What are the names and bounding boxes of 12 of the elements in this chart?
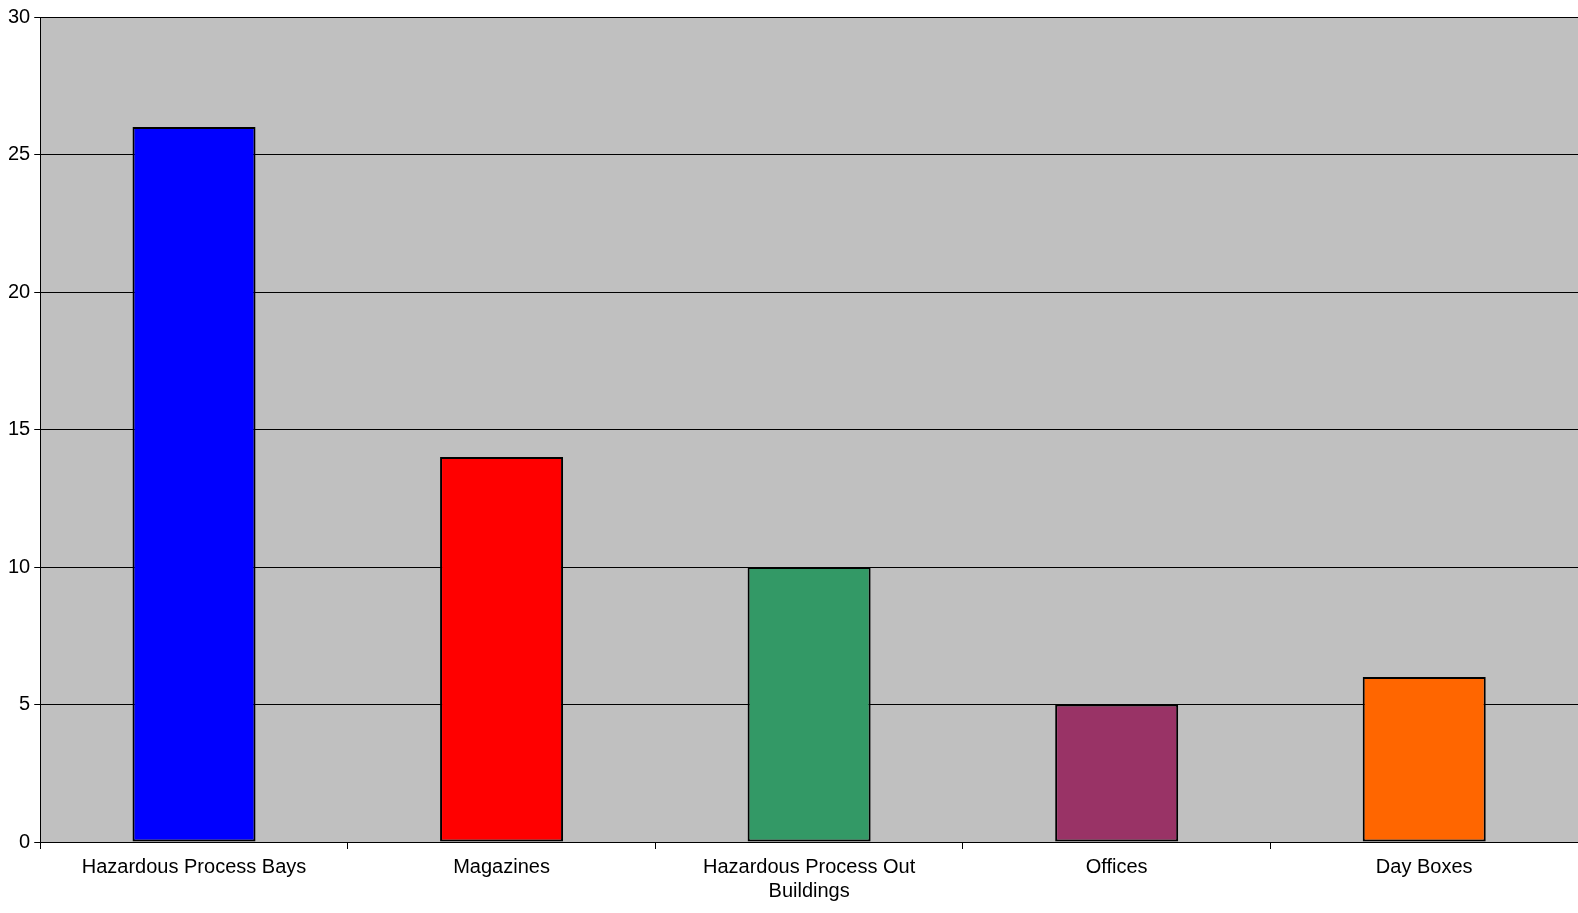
y-tick-label: 0 xyxy=(19,829,31,852)
y-tick-label: 10 xyxy=(8,554,31,577)
x-tick-label: Hazardous Process Out Buildings xyxy=(702,854,916,901)
x-tick-label: Offices xyxy=(1085,854,1148,877)
y-tick-label: 15 xyxy=(8,417,31,440)
y-tick-label: 25 xyxy=(8,142,31,165)
x-tick-label: Magazines xyxy=(453,854,550,877)
x-tick-label: Hazardous Process Bays xyxy=(81,854,307,877)
y-tick-label: 20 xyxy=(8,279,31,302)
y-tick-label: 30 xyxy=(8,4,31,27)
x-tick-label: Day Boxes xyxy=(1375,854,1473,877)
y-tick-label: 5 xyxy=(19,692,31,715)
